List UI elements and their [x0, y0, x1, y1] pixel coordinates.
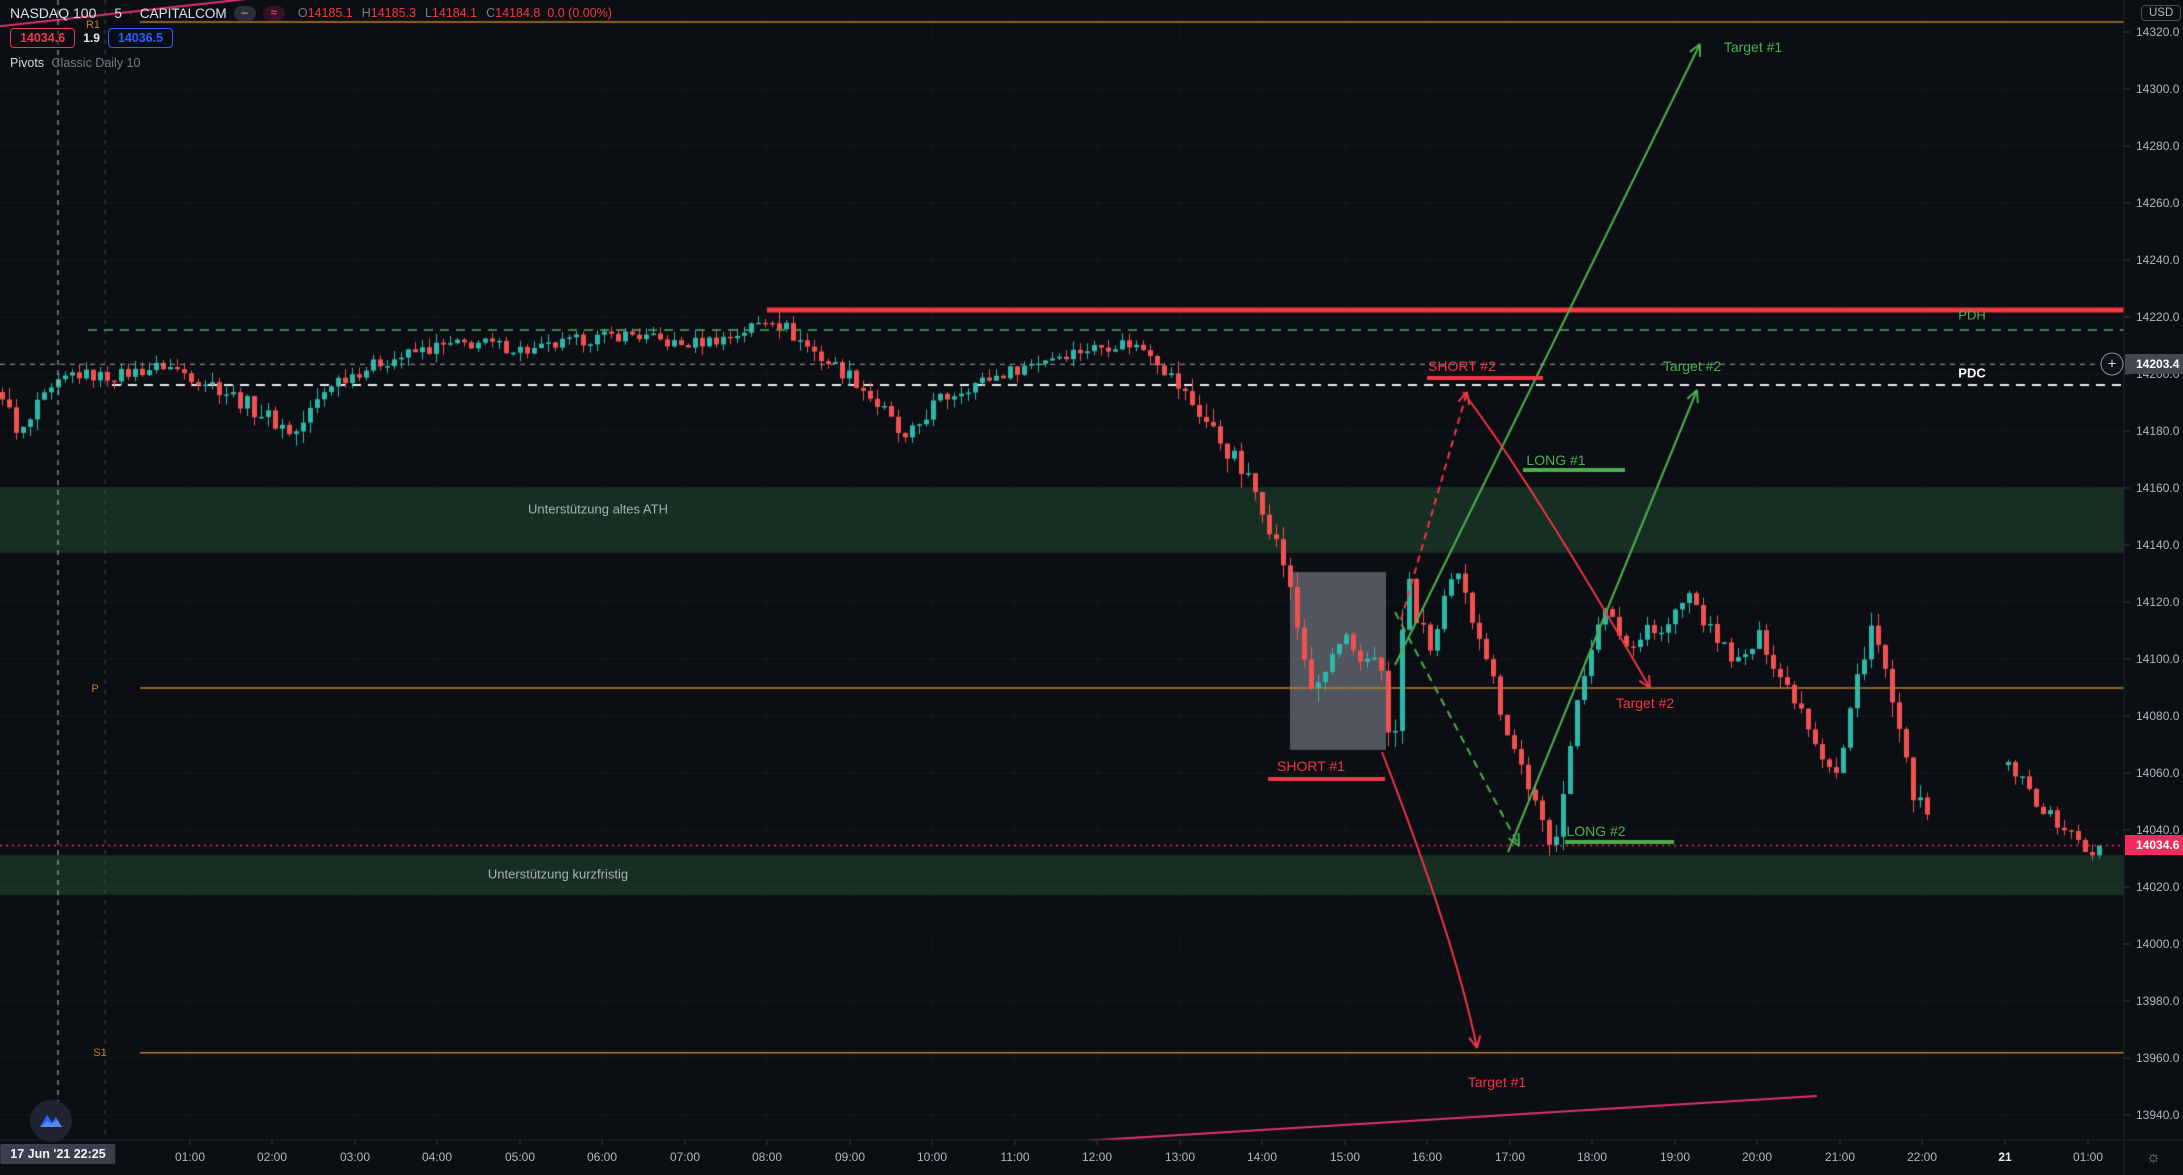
mountain-logo-icon: [40, 1115, 62, 1127]
price-tick-label: 13960.0: [2136, 1051, 2180, 1065]
separator: ·: [103, 6, 108, 20]
price-tick-label: 14280.0: [2136, 139, 2180, 153]
time-tick-label: 15:00: [1329, 1150, 1361, 1164]
time-tick-label: 13:00: [1164, 1150, 1196, 1164]
low-key: L: [424, 6, 432, 20]
interval-label[interactable]: 5: [114, 5, 122, 21]
time-tick-label: 01:00: [174, 1150, 206, 1164]
price-tick-label: 14000.0: [2136, 937, 2180, 951]
time-tick-label: 17:00: [1494, 1150, 1526, 1164]
time-tick-label: 05:00: [504, 1150, 536, 1164]
close-value: 14184.8: [495, 6, 541, 20]
price-tick-label: 14320.0: [2136, 25, 2180, 39]
chart-legend: NASDAQ 100 · 5 · CAPITALCOM – ≈ O14185.1…: [10, 5, 612, 70]
currency-badge[interactable]: USD: [2141, 5, 2182, 21]
time-tick-label: 08:00: [751, 1150, 783, 1164]
time-tick-label: 21:00: [1824, 1150, 1856, 1164]
indicator-params: Classic Daily 10: [51, 56, 141, 70]
spread-value: 1.9: [83, 31, 100, 45]
separator: ·: [128, 6, 133, 20]
axis-settings-corner[interactable]: ☼: [2124, 1140, 2183, 1175]
time-tick-label: 02:00: [256, 1150, 288, 1164]
price-tick-label: 14040.0: [2136, 823, 2180, 837]
time-tick-label: 19:00: [1659, 1150, 1691, 1164]
price-tick-label: 14260.0: [2136, 196, 2180, 210]
close-key: C: [486, 6, 496, 20]
crosshair-price-tag: 14203.4: [2125, 354, 2183, 375]
last-price-tag: 14034.6: [2125, 835, 2183, 856]
crosshair-time-tag: 17 Jun '21 22:25: [0, 1144, 116, 1164]
low-value: 14184.1: [431, 6, 478, 20]
indicator-name: Pivots: [10, 56, 45, 70]
price-tick-label: 14060.0: [2136, 766, 2180, 780]
price-tick-label: 14100.0: [2136, 652, 2180, 666]
change-readout: 0.0 (0.00%): [547, 6, 612, 20]
high-value: 14185.3: [370, 6, 416, 20]
price-tick-label: 13980.0: [2136, 994, 2180, 1008]
time-tick-label: 01:00: [2072, 1150, 2104, 1164]
time-tick-label: 10:00: [916, 1150, 948, 1164]
price-tick-label: 14120.0: [2136, 595, 2180, 609]
time-tick-label: 14:00: [1246, 1150, 1278, 1164]
high-key: H: [361, 6, 371, 20]
time-tick-label: 12:00: [1081, 1150, 1113, 1164]
open-key: O: [297, 6, 308, 20]
time-tick-label: 16:00: [1411, 1150, 1443, 1164]
buy-ask-button[interactable]: 14036.5: [107, 28, 174, 48]
time-tick-label: 21: [1998, 1150, 2012, 1164]
price-tick-label: 14300.0: [2136, 82, 2180, 96]
price-tick-label: 14080.0: [2136, 709, 2180, 723]
time-tick-label: 22:00: [1906, 1150, 1938, 1164]
indicator-legend-pivots[interactable]: Pivots Classic Daily 10: [10, 56, 612, 70]
price-tick-label: 13940.0: [2136, 1108, 2180, 1122]
price-tick-label: 14140.0: [2136, 538, 2180, 552]
price-tick-label: 14020.0: [2136, 880, 2180, 894]
ohlc-readout: O14185.1 H14185.3 L14184.1 C14184.8: [298, 6, 541, 20]
open-value: 14185.1: [307, 6, 353, 20]
price-tick-label: 14240.0: [2136, 253, 2180, 267]
delayed-data-icon[interactable]: ≈: [262, 5, 285, 21]
time-axis[interactable]: 01:00 02:00 03:00 04:00 05:00 06:00 07:00 08:00…: [0, 1140, 2124, 1175]
time-tick-label: 20:00: [1741, 1150, 1773, 1164]
time-tick-label: 11:00: [1000, 1150, 1030, 1164]
sell-bid-button[interactable]: 14034.6: [10, 28, 76, 48]
symbol-title[interactable]: NASDAQ 100: [10, 5, 97, 21]
time-tick-label: 18:00: [1576, 1150, 1608, 1164]
broker-logo-button[interactable]: [30, 1100, 72, 1142]
time-tick-label: 07:00: [669, 1150, 701, 1164]
time-tick-label: 06:00: [586, 1150, 618, 1164]
price-axis[interactable]: USD 14320.0 14300.0 14280.0 14260.0 14240.0 1…: [2124, 0, 2183, 1140]
exchange-label[interactable]: CAPITALCOM: [139, 5, 227, 21]
price-tick-label: 14160.0: [2136, 481, 2180, 495]
price-tick-label: 14180.0: [2136, 424, 2180, 438]
time-tick-label: 03:00: [339, 1150, 371, 1164]
price-tick-label: 14220.0: [2136, 310, 2180, 324]
market-status-icon[interactable]: –: [233, 5, 256, 21]
add-order-plus-button[interactable]: +: [2100, 352, 2124, 376]
sun-icon: ☼: [2146, 1148, 2161, 1166]
time-tick-label: 09:00: [834, 1150, 866, 1164]
time-tick-label: 04:00: [421, 1150, 453, 1164]
